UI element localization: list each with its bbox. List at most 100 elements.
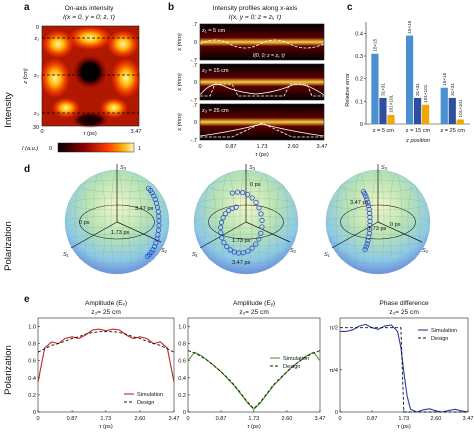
polarization-point: [363, 244, 369, 250]
xtick-label: 0: [186, 416, 189, 422]
polarization-point: [226, 207, 232, 214]
b-ylabel-3: x (mm): [177, 113, 183, 132]
sphere-grid: [329, 233, 427, 247]
polarization-point: [144, 253, 151, 259]
time-label: 0 ps: [79, 220, 90, 226]
panel-a-title: On-axis intensity: [65, 5, 114, 12]
row-label-polarization-d: Polarization: [3, 221, 14, 271]
profile-strip-z3: z₃ = 25 cm: [199, 103, 325, 141]
sphere-grid: [275, 184, 289, 260]
xtick-label: 3.47: [169, 416, 180, 422]
c-category-label: z = 25 cm: [440, 128, 465, 134]
xtick-label: 1.73: [100, 416, 111, 422]
colorbar-tick-0: 0: [49, 146, 52, 152]
sphere-grid: [389, 173, 403, 271]
panel-a-letter: a: [24, 2, 30, 13]
xtick-label: 3.47: [463, 416, 474, 422]
xtick-label: 0: [338, 416, 341, 422]
panel-d-letter: d: [24, 164, 30, 175]
s1-label: S₁: [324, 252, 330, 258]
time-label: 1.73 ps: [232, 238, 251, 244]
ytick-label: π/2: [329, 326, 338, 332]
b-ytick-1c: -.7: [190, 58, 197, 64]
polarization-point: [231, 249, 237, 255]
xtick-label: 2.60: [430, 416, 441, 422]
panel-e: e Amplitude (Eₓ) z₃= 25 cm 0 0.2 0.4 0.6 0.8 1.…: [24, 294, 473, 430]
poincare-sphere: z₂ = 15 cmS₃S₁S₂0 ps1.73 ps3.47 ps: [192, 164, 299, 275]
ytick-label: 0.2: [178, 393, 186, 399]
xtick-label: 1.73: [248, 416, 259, 422]
polarization-point: [253, 199, 259, 205]
bar-label: 101×101: [423, 84, 428, 102]
plot-title: Amplitude (Eᵧ): [233, 300, 275, 307]
legend-label: Simulation: [431, 328, 457, 334]
ytick-label: 0.6: [178, 359, 186, 365]
legend-label: Simulation: [137, 392, 163, 398]
polarization-point: [151, 243, 158, 250]
polarization-point: [365, 238, 371, 244]
b-ylabel-1: x (mm): [177, 33, 183, 52]
time-label: 1.73 ps: [368, 226, 387, 232]
bar: [387, 114, 395, 124]
xtick-label: 0.87: [67, 416, 78, 422]
panel-b-subtitle: I(x, y = 0; z = zᵢ, τ): [229, 14, 281, 21]
c-ytick-label: 0.2: [355, 77, 363, 83]
sphere-grid: [340, 251, 416, 265]
sphere-grid: [146, 184, 160, 260]
b-xtick-4: 3.47: [317, 144, 328, 150]
polarization-point: [365, 203, 372, 209]
s3-label: S₃: [381, 165, 388, 171]
b-xtick-2: 1.73: [257, 144, 268, 150]
panel-a-subtitle: I(x = 0, y = 0; z, τ): [63, 14, 115, 21]
panel-e-letter: e: [24, 294, 30, 305]
polarization-point: [218, 230, 224, 236]
s3-label: S₃: [249, 165, 256, 171]
s1-axis: [70, 221, 118, 249]
xlabel: τ (ps): [99, 424, 113, 430]
bar-label: 15×15: [373, 38, 378, 51]
strip-label-z1: z₁ = 5 cm: [202, 28, 226, 34]
sphere-grid: [407, 184, 421, 260]
polarization-point: [245, 248, 251, 254]
series-line: [187, 350, 321, 410]
bar-label: 101×101: [389, 94, 394, 112]
legend-label: Simulation: [283, 356, 309, 362]
polarization-point: [259, 224, 265, 230]
bar-label: 101×101: [458, 99, 463, 117]
sphere-grid: [79, 251, 155, 265]
bar: [371, 53, 379, 124]
poincare-sphere: z₁ = 5 cmS₃S₁S₂3.47 ps0 ps1.73 ps: [63, 164, 170, 275]
marker-z2: z₂: [34, 73, 39, 79]
panel-c: c 00.10.20.30.4 15×1531×31101×10115×1531…: [345, 2, 470, 144]
c-ytick-label: 0.4: [355, 31, 363, 37]
time-label: 3.47 ps: [350, 200, 369, 206]
polarization-point: [367, 226, 373, 233]
ytick-label: 0.4: [28, 376, 36, 382]
ytick-label: 0: [335, 410, 338, 416]
polarization-point: [363, 193, 369, 199]
sphere-grid: [221, 173, 235, 271]
polarization-point: [362, 246, 368, 253]
polarization-point: [364, 241, 370, 247]
xtick-label: 0.87: [367, 416, 378, 422]
b-ytick-2b: 0: [194, 80, 197, 86]
b-xtick-0: 0: [198, 144, 201, 150]
b-ytick-1b: 0: [194, 40, 197, 46]
xtick-label: 1.73: [398, 416, 409, 422]
b-ytick-2c: -.7: [190, 98, 197, 104]
panel-b-xaxis: 0 0.87 1.73 2.60 3.47 τ (ps): [198, 144, 327, 158]
ytick-label: π/4: [329, 368, 338, 374]
s2-label: S₂: [422, 248, 429, 254]
polarization-point: [249, 195, 255, 201]
b-ytick-3a: .7: [192, 103, 197, 109]
plot-title: Amplitude (Eₓ): [85, 300, 127, 307]
ytick-label: 0.2: [28, 393, 36, 399]
polarization-point: [150, 247, 156, 253]
bar: [414, 97, 422, 124]
polarization-point: [219, 235, 225, 241]
series-line: [37, 328, 175, 383]
panel-c-ylabel: Relative error: [345, 73, 351, 107]
polarization-point: [258, 211, 264, 217]
sphere-grid: [92, 173, 106, 271]
ytick-label: 0.4: [178, 376, 186, 382]
